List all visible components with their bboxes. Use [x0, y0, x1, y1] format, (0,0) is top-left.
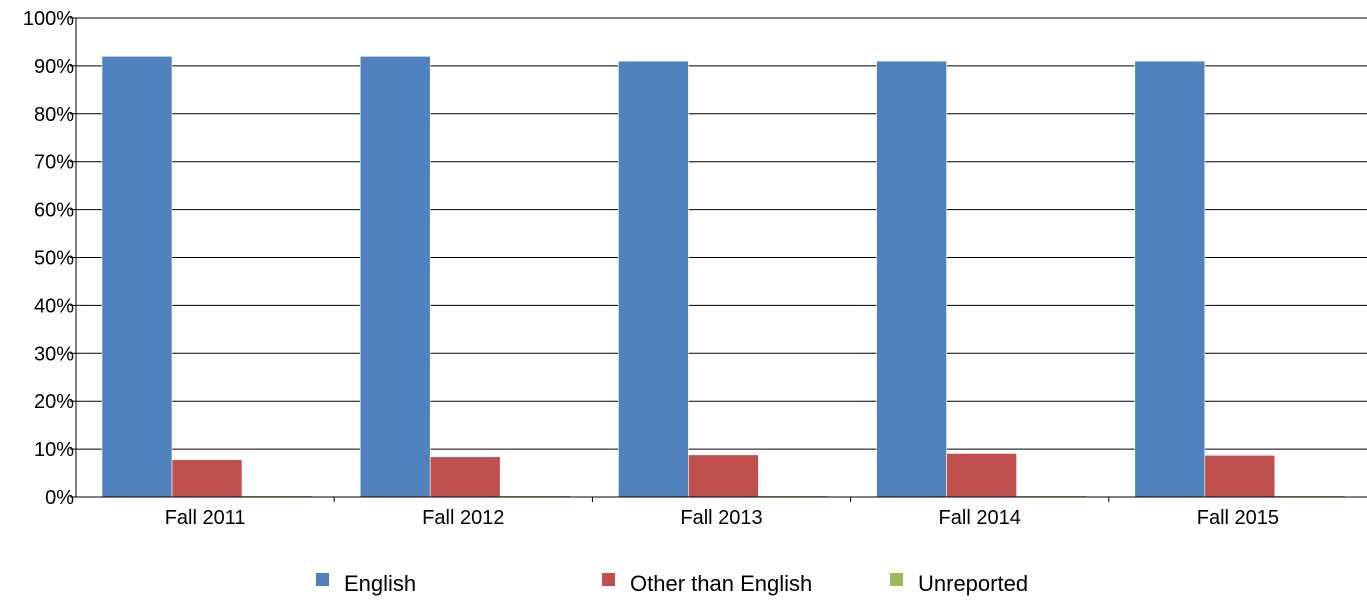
legend-label-other-than-english: Other than English	[630, 571, 813, 596]
bar-english	[1134, 60, 1206, 498]
legend-item-other-than-english: Other than English	[602, 570, 812, 600]
legend-swatch-unreported	[890, 573, 903, 586]
legend-label-english: English	[344, 571, 417, 596]
legend-swatch-english	[316, 573, 329, 586]
bar-other-than-english	[688, 454, 759, 498]
bar-other-than-english	[1204, 455, 1276, 498]
y-tick-label: 40%	[34, 295, 74, 317]
x-tick-label: Fall 2012	[422, 507, 504, 529]
legend-item-english: English	[316, 570, 416, 600]
y-tick-label: 30%	[34, 343, 74, 365]
y-tick-label: 20%	[34, 391, 74, 413]
bar-other-than-english	[429, 456, 501, 498]
bar-english	[359, 56, 431, 498]
bar-other-than-english	[171, 459, 243, 498]
y-tick-label: 0%	[45, 487, 74, 509]
bars	[101, 56, 1345, 498]
bar-chart: 0% 10% 20% 30% 40% 50% 60% 70% 80% 90% 100% Fall 2…	[23, 8, 1367, 529]
legend-item-unreported: Unreported	[890, 570, 1028, 600]
legend: English Other than English Unreported	[0, 570, 1367, 600]
y-tick-label: 80%	[34, 104, 74, 126]
x-tick-label: Fall 2011	[165, 507, 246, 529]
y-tick-label: 90%	[34, 56, 74, 78]
bar-english	[618, 60, 689, 498]
axes	[70, 17, 1367, 502]
y-tick-label: 100%	[23, 8, 74, 30]
x-tick-labels: Fall 2011 Fall 2012 Fall 2013 Fall 2014 Fall…	[165, 507, 1279, 529]
y-tick-labels: 0% 10% 20% 30% 40% 50% 60% 70% 80% 90% 100%	[23, 8, 74, 509]
bar-other-than-english	[946, 453, 1017, 498]
y-tick-label: 70%	[34, 152, 74, 174]
legend-label-unreported: Unreported	[918, 571, 1029, 596]
bar-english	[876, 60, 947, 498]
y-tick-label: 10%	[34, 439, 74, 461]
x-tick-label: Fall 2014	[939, 507, 1021, 529]
y-tick-label: 60%	[34, 200, 74, 222]
x-tick-label: Fall 2013	[680, 507, 762, 529]
legend-swatch-other-than-english	[602, 573, 615, 586]
y-tick-label: 50%	[34, 248, 74, 270]
gridlines	[76, 17, 1367, 450]
bar-english	[101, 56, 173, 498]
x-tick-label: Fall 2015	[1197, 507, 1279, 529]
